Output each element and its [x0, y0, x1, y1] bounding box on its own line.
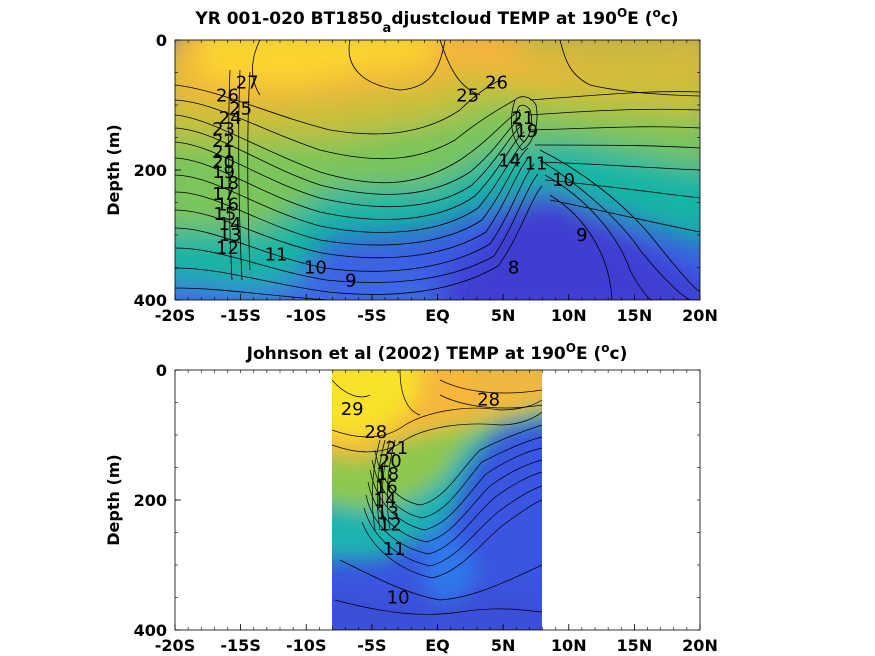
contour-label: 11 [383, 539, 406, 560]
y-tick-label: 400 [134, 291, 167, 310]
contour-label: 21 [385, 438, 408, 459]
contour-label: 28 [477, 389, 500, 410]
contour-label: 17 [212, 184, 235, 205]
x-tick-label: 10N [551, 636, 587, 655]
contour-label: 21 [511, 108, 534, 129]
contour-label: 21 [212, 142, 235, 163]
contour-label: 11 [524, 154, 547, 175]
panel-2-title: Johnson et al (2002) TEMP at 190OE (oc) [246, 341, 628, 364]
contour-label: 10 [552, 170, 575, 191]
panel-1-title: YR 001-020 BT1850adjustcloud TEMP at 190… [194, 6, 678, 36]
contour-label: 27 [236, 72, 259, 93]
x-tick-label: -15S [220, 306, 260, 325]
x-tick-label: 20N [682, 306, 718, 325]
x-tick-label: 10N [551, 306, 587, 325]
panel-2-contours [332, 370, 542, 615]
contour-label: 9 [345, 271, 356, 292]
panel-1: YR 001-020 BT1850adjustcloud TEMP at 190… [104, 6, 718, 325]
panel-1-ticks: -20S -15S -10S -5S EQ 5N 10N 15N 20N 0 200 400 [134, 31, 718, 325]
contour-label: 18 [376, 464, 399, 485]
contour-label: 13 [219, 225, 242, 246]
x-tick-label: EQ [425, 636, 450, 655]
contour-label: 18 [216, 173, 239, 194]
contour-label: 8 [508, 258, 519, 279]
x-tick-label: -10S [286, 636, 326, 655]
y-tick-label: 0 [156, 31, 167, 50]
x-tick-label: EQ [425, 306, 450, 325]
contour-label: 22 [212, 131, 235, 152]
x-tick-label: 5N [491, 306, 516, 325]
contour-label: 19 [515, 121, 538, 142]
y-tick-label: 400 [134, 621, 167, 640]
contour-label: 16 [216, 194, 239, 215]
contour-label: 29 [341, 399, 364, 420]
x-tick-label: 20N [682, 636, 718, 655]
contour-label: 19 [212, 162, 235, 183]
contour-label: 14 [498, 150, 521, 171]
x-tick-label: -5S [357, 636, 386, 655]
contour-label: 20 [379, 451, 402, 472]
contour-label: 26 [485, 72, 508, 93]
contour-label: 15 [213, 204, 236, 225]
contour-label: 13 [376, 503, 399, 524]
panel-2: Johnson et al (2002) TEMP at 190OE (oc) [104, 341, 718, 655]
x-tick-label: -5S [357, 306, 386, 325]
panel-1-contours [175, 40, 700, 300]
x-tick-label: 15N [617, 306, 653, 325]
contour-label: 24 [219, 108, 242, 129]
panel-1-ylabel: Depth (m) [104, 124, 123, 216]
y-tick-label: 200 [134, 491, 167, 510]
x-tick-label: -10S [286, 306, 326, 325]
contour-label: 16 [375, 477, 398, 498]
panel-2-ylabel: Depth (m) [104, 454, 123, 546]
contour-label: 12 [379, 515, 402, 536]
contour-label: 9 [576, 225, 587, 246]
contour-label: 23 [212, 119, 235, 140]
contour-label: 20 [212, 152, 235, 173]
contour-label: 12 [216, 238, 239, 259]
contour-label: 14 [219, 214, 242, 235]
contour-label: 28 [364, 422, 387, 443]
contour-label: 25 [456, 85, 479, 106]
x-tick-label: 15N [617, 636, 653, 655]
x-tick-label: -20S [155, 306, 195, 325]
contour-label: 25 [229, 98, 252, 119]
panel-2-ticks: -20S -15S -10S -5S EQ 5N 10N 15N 20N 0 200 400 [134, 361, 718, 655]
contour-label: 10 [304, 258, 327, 279]
x-tick-label: -20S [155, 636, 195, 655]
contour-label: 14 [374, 490, 397, 511]
contour-label: 10 [387, 588, 410, 609]
y-tick-label: 0 [156, 361, 167, 380]
contour-label: 11 [265, 245, 288, 266]
contour-label: 26 [216, 85, 239, 106]
y-tick-label: 200 [134, 161, 167, 180]
x-tick-label: 5N [491, 636, 516, 655]
x-tick-label: -15S [220, 636, 260, 655]
